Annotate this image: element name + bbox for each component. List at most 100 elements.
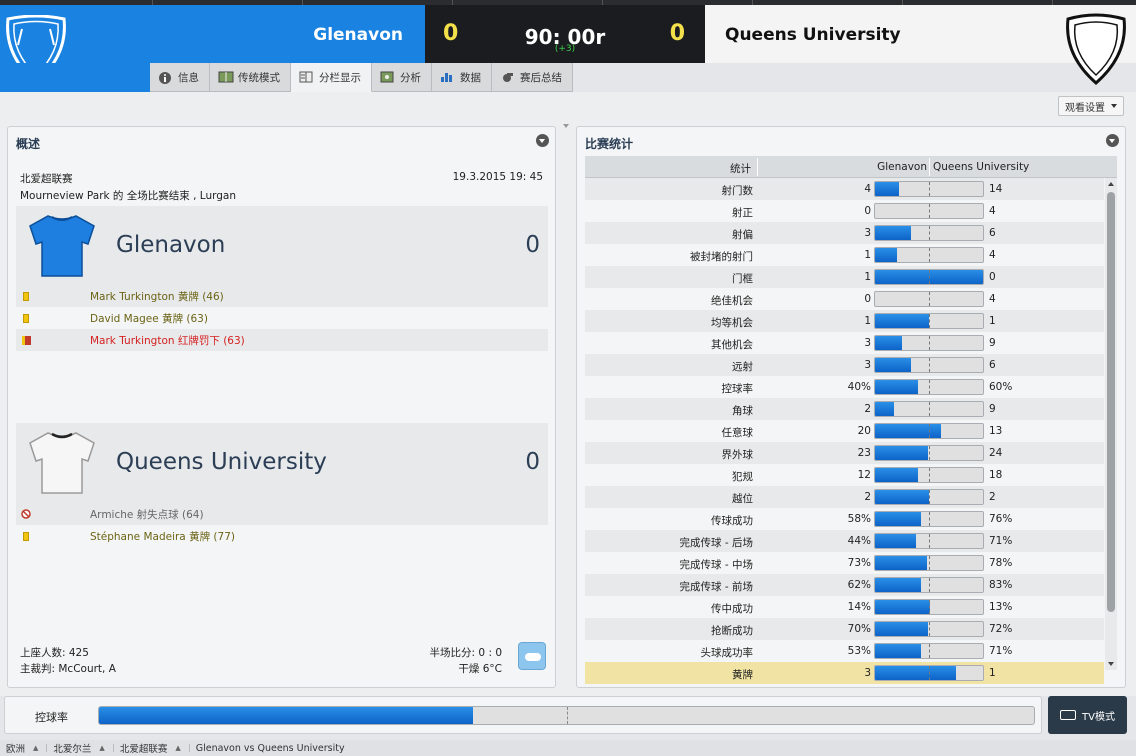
tab-split-view[interactable]: 分栏显示 (291, 63, 372, 92)
breadcrumb-item[interactable]: 北爱超联赛 (119, 744, 168, 755)
stat-bar (874, 467, 984, 483)
stat-label: 其他机会 (711, 339, 753, 351)
tab-data[interactable]: 数据 (432, 63, 492, 92)
stat-label: 完成传球 - 中场 (679, 559, 753, 571)
stat-bar-fill (875, 556, 927, 570)
breadcrumb-item[interactable]: 欧洲 (6, 744, 26, 755)
match-date: 19.3.2015 19: 45 (452, 171, 543, 183)
stat-bar-fill (875, 644, 922, 658)
stat-col-header[interactable]: 统计 (730, 163, 751, 175)
stat-row: 黄牌 3 1 (585, 662, 1104, 684)
event-text[interactable]: Armiche 射失点球 (64) (90, 508, 204, 521)
home-col-header[interactable]: Glenavon (877, 161, 927, 173)
home-team-name[interactable]: Glenavon (313, 25, 403, 45)
stat-bar-fill (875, 490, 929, 504)
stat-bar-midline (929, 556, 930, 570)
breadcrumb-item[interactable]: 北爱尔兰 (53, 744, 92, 755)
stat-home-value: 1 (864, 271, 871, 283)
tab-split-view-label: 分栏显示 (319, 71, 361, 84)
chevron-up-icon[interactable]: ▲ (97, 744, 114, 752)
tv-mode-button[interactable]: TV模式 (1048, 696, 1127, 734)
event-text[interactable]: Stéphane Madeira 黄牌 (77) (90, 530, 235, 543)
tab-analysis[interactable]: 分析 (372, 63, 432, 92)
breadcrumb: 欧洲 ▲ 北爱尔兰 ▲ 北爱超联赛 ▲ Glenavon vs Queens Univ… (0, 740, 1136, 756)
stat-row: 越位 2 2 (585, 486, 1104, 508)
stat-home-value: 12 (857, 469, 871, 481)
collapse-stats-icon[interactable] (1106, 134, 1119, 147)
tab-summary[interactable]: 赛后总结 (492, 63, 573, 92)
competition-name[interactable]: 北爱超联赛 (20, 173, 73, 185)
home-team-big-name[interactable]: Glenavon (116, 232, 226, 258)
breadcrumb-item: Glenavon vs Queens University (195, 742, 345, 754)
possession-track (98, 706, 1035, 725)
scroll-up-icon[interactable] (1108, 182, 1114, 186)
stat-label: 射正 (732, 207, 753, 219)
stat-away-value: 9 (989, 337, 996, 349)
chevron-up-icon[interactable]: ▲ (31, 744, 48, 752)
stat-bar (874, 181, 984, 197)
stat-label: 绝佳机会 (711, 295, 753, 307)
stats-panel: 比赛统计 统计 Glenavon Queens University 射门数 4 1… (576, 126, 1126, 688)
stat-bar-fill (875, 380, 919, 394)
stats-scrollbar[interactable] (1105, 178, 1117, 670)
top-menu-strip (0, 0, 1136, 5)
scroll-down-icon[interactable] (1108, 662, 1114, 666)
stat-row: 远射 3 6 (585, 354, 1104, 376)
home-header: Glenavon (0, 5, 425, 85)
stat-bar (874, 203, 984, 219)
stats-header: 统计 Glenavon Queens University (585, 156, 1117, 178)
stat-row: 传中成功 14% 13% (585, 596, 1104, 618)
away-team-name[interactable]: Queens University (725, 25, 901, 45)
stat-bar-midline (929, 314, 930, 328)
stat-bar (874, 489, 984, 505)
referee[interactable]: 主裁判: McCourt, A (20, 663, 116, 675)
stat-bar-midline (929, 204, 930, 218)
stat-row: 射门数 4 14 (585, 178, 1104, 200)
stat-bar (874, 643, 984, 659)
stat-row: 绝佳机会 0 4 (585, 288, 1104, 310)
away-header: Queens University (705, 5, 1136, 85)
chevron-up-icon[interactable]: ▲ (173, 744, 190, 752)
missed-penalty-icon (21, 509, 31, 519)
chevron-down-icon (1111, 104, 1117, 108)
stat-away-value: 1 (989, 667, 996, 679)
tv-mode-label: TV模式 (1082, 711, 1115, 723)
event-text[interactable]: Mark Turkington 红牌罚下 (63) (90, 334, 245, 347)
added-time: (+3) (554, 44, 576, 54)
stat-away-value: 6 (989, 227, 996, 239)
stat-row: 均等机会 1 1 (585, 310, 1104, 332)
scroll-thumb[interactable] (1107, 192, 1115, 612)
tab-info[interactable]: 信息 (150, 63, 210, 92)
stat-home-value: 1 (864, 315, 871, 327)
stat-bar-midline (929, 446, 930, 460)
stat-row: 界外球 23 24 (585, 442, 1104, 464)
view-settings-button[interactable]: 观看设置 (1058, 96, 1124, 116)
stat-bar-fill (875, 578, 922, 592)
stat-away-value: 9 (989, 403, 996, 415)
away-col-header[interactable]: Queens University (933, 161, 1030, 173)
match-clock: 90: 00r (524, 25, 606, 49)
stat-bar-midline (929, 534, 930, 548)
stat-home-value: 70% (847, 623, 871, 635)
collapse-overview-icon[interactable] (536, 134, 549, 147)
away-team-big-name[interactable]: Queens University (116, 449, 327, 475)
stat-away-value: 6 (989, 359, 996, 371)
stat-bar-midline (929, 490, 930, 504)
stat-bar (874, 599, 984, 615)
stat-bar (874, 247, 984, 263)
stat-home-value: 62% (847, 579, 871, 591)
stat-label: 均等机会 (711, 317, 753, 329)
stat-row: 完成传球 - 前场 62% 83% (585, 574, 1104, 596)
attendance: 上座人数: 425 (20, 647, 89, 659)
stat-bar (874, 445, 984, 461)
stat-away-value: 0 (989, 271, 996, 283)
event-text[interactable]: Mark Turkington 黄牌 (46) (90, 290, 224, 303)
event-text[interactable]: David Magee 黄牌 (63) (90, 312, 208, 325)
stat-away-value: 71% (989, 535, 1013, 547)
panel-divider-handle[interactable] (563, 124, 569, 128)
tab-classic[interactable]: 传统模式 (210, 63, 291, 92)
stat-away-value: 4 (989, 205, 996, 217)
stat-row: 被封堵的射门 1 4 (585, 244, 1104, 266)
away-crest-icon (1066, 13, 1126, 85)
